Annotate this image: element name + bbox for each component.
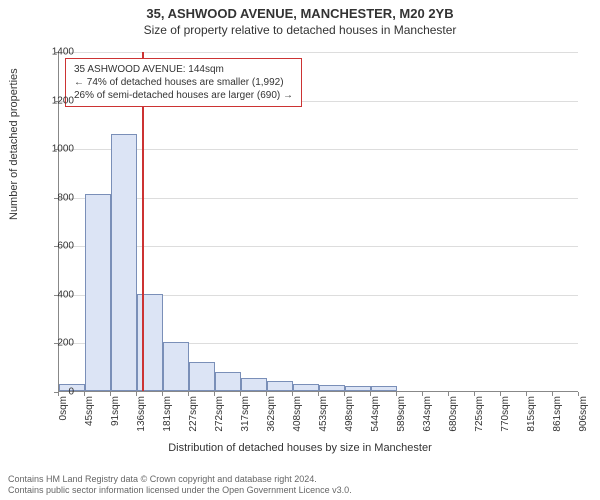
histogram-bar	[85, 194, 111, 391]
x-tick-label: 227sqm	[188, 396, 199, 446]
x-tick-label: 589sqm	[396, 396, 407, 446]
x-tick-label: 725sqm	[474, 396, 485, 446]
histogram-bar	[189, 362, 215, 391]
histogram-bar	[293, 384, 319, 391]
y-axis-label: Number of detached properties	[8, 68, 20, 220]
x-tick-label: 815sqm	[526, 396, 537, 446]
histogram-bar	[111, 134, 137, 391]
page-subtitle: Size of property relative to detached ho…	[0, 21, 600, 37]
x-tick-label: 634sqm	[422, 396, 433, 446]
y-tick	[54, 149, 58, 150]
x-tick-label: 906sqm	[578, 396, 589, 446]
x-tick-label: 181sqm	[162, 396, 173, 446]
x-tick-label: 0sqm	[58, 396, 69, 446]
x-tick-label: 408sqm	[292, 396, 303, 446]
annotation-line2: ← 74% of detached houses are smaller (1,…	[74, 76, 293, 89]
footer-line2: Contains public sector information licen…	[8, 485, 352, 496]
x-tick-label: 317sqm	[240, 396, 251, 446]
x-tick-label: 45sqm	[84, 396, 95, 446]
annotation-box: 35 ASHWOOD AVENUE: 144sqm ← 74% of detac…	[65, 58, 302, 107]
histogram-bar	[163, 342, 189, 391]
histogram-bar	[267, 381, 293, 391]
footer-attribution: Contains HM Land Registry data © Crown c…	[8, 474, 352, 496]
x-tick-label: 136sqm	[136, 396, 147, 446]
x-tick-label: 861sqm	[552, 396, 563, 446]
histogram-bar	[371, 386, 397, 391]
page-title: 35, ASHWOOD AVENUE, MANCHESTER, M20 2YB	[0, 0, 600, 21]
x-tick-label: 272sqm	[214, 396, 225, 446]
histogram-bar	[345, 386, 371, 391]
x-tick-label: 498sqm	[344, 396, 355, 446]
y-tick	[54, 101, 58, 102]
x-tick-label: 544sqm	[370, 396, 381, 446]
histogram-chart: 35 ASHWOOD AVENUE: 144sqm ← 74% of detac…	[58, 52, 578, 392]
y-tick	[54, 343, 58, 344]
x-tick-label: 362sqm	[266, 396, 277, 446]
x-axis-label: Distribution of detached houses by size …	[0, 442, 600, 454]
annotation-line3: 26% of semi-detached houses are larger (…	[74, 89, 293, 102]
x-tick-label: 91sqm	[110, 396, 121, 446]
histogram-bar	[215, 372, 241, 391]
footer-line1: Contains HM Land Registry data © Crown c…	[8, 474, 352, 485]
y-tick	[54, 246, 58, 247]
histogram-bar	[319, 385, 345, 391]
annotation-line1: 35 ASHWOOD AVENUE: 144sqm	[74, 63, 293, 76]
histogram-bar	[241, 378, 267, 391]
x-tick-label: 453sqm	[318, 396, 329, 446]
x-tick-label: 680sqm	[448, 396, 459, 446]
x-tick-label: 770sqm	[500, 396, 511, 446]
y-tick	[54, 52, 58, 53]
y-tick	[54, 198, 58, 199]
y-tick	[54, 295, 58, 296]
